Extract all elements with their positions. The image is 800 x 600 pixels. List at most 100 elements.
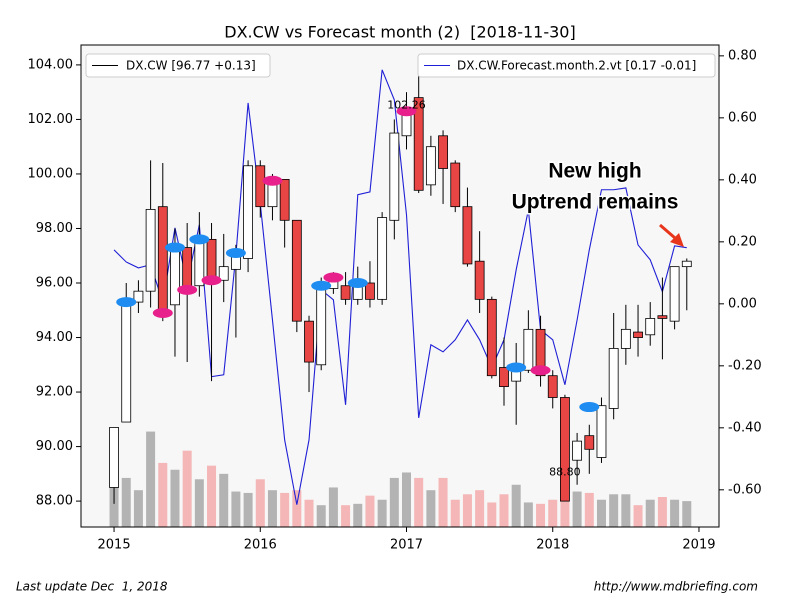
- candle-body: [121, 301, 132, 423]
- candle-body: [206, 238, 217, 281]
- signal-marker: [347, 278, 368, 289]
- volume-bar: [377, 499, 387, 527]
- volume-bar: [146, 431, 156, 527]
- candle-body: [596, 405, 607, 458]
- candle-body: [279, 179, 290, 221]
- y-tick-label: 102.00: [28, 112, 74, 127]
- volume-bar: [487, 502, 497, 527]
- signal-marker: [323, 272, 344, 283]
- volume-bar: [292, 490, 302, 527]
- volume-bar: [426, 490, 436, 527]
- volume-bar: [255, 479, 265, 527]
- x-tick-label: 2019: [682, 538, 715, 553]
- candle-body: [365, 282, 375, 300]
- volume-bar: [267, 490, 277, 527]
- candle-body: [547, 375, 558, 398]
- signal-marker: [530, 365, 551, 376]
- candle-body: [560, 397, 570, 502]
- candle-body: [243, 165, 253, 259]
- signal-marker: [189, 234, 210, 245]
- volume-bar: [365, 495, 375, 527]
- candle-body: [157, 206, 168, 311]
- candle-body: [608, 348, 619, 409]
- candle-body: [669, 266, 680, 322]
- candle-body: [401, 113, 412, 137]
- y-tick-label: 104.00: [28, 57, 74, 72]
- candle-body: [645, 318, 656, 336]
- candle-body: [657, 315, 668, 319]
- volume-bar: [341, 505, 351, 527]
- volume-bar: [621, 494, 631, 527]
- candle-body: [133, 290, 144, 303]
- footer-left: Last update Dec 1, 2018: [16, 580, 168, 594]
- signal-marker: [225, 248, 246, 259]
- legend-box: [417, 53, 716, 78]
- signal-marker: [506, 362, 527, 373]
- legend-box: [85, 53, 271, 78]
- volume-bar: [548, 499, 558, 527]
- signal-marker: [201, 275, 222, 286]
- candle-body: [413, 97, 424, 191]
- annotation-arrowhead: [670, 233, 684, 247]
- y-tick-label: 94.00: [36, 330, 73, 345]
- volume-bar: [194, 479, 204, 527]
- volume-bar: [328, 487, 338, 527]
- volume-bar: [560, 495, 570, 527]
- candle-body: [450, 162, 461, 208]
- signal-marker: [311, 280, 332, 291]
- chart-title: DX.CW vs Forecast month (2) [2018-11-30]: [224, 23, 575, 42]
- legend-label: DX.CW [96.77 +0.13]: [126, 59, 256, 73]
- volume-bar: [158, 462, 168, 527]
- volume-bar: [121, 477, 131, 527]
- candle-body: [535, 328, 546, 377]
- candle-body: [584, 435, 595, 450]
- candle-body: [572, 440, 583, 461]
- volume-bar: [536, 503, 546, 527]
- volume-bar: [207, 465, 217, 527]
- y-tick-label: 98.00: [36, 221, 73, 236]
- y2-tick-label: 0.20: [728, 234, 757, 249]
- volume-bar: [316, 505, 326, 527]
- y2-tick-label: -0.40: [728, 420, 762, 435]
- candle-body: [486, 298, 497, 377]
- y-tick-label: 92.00: [36, 385, 73, 400]
- annotation-arrow: [659, 223, 676, 240]
- forecast-line: [113, 69, 687, 505]
- footer-right: http://www.mdbriefing.com: [594, 580, 758, 594]
- volume-bar: [402, 472, 412, 527]
- volume-bar: [596, 499, 606, 527]
- y2-tick-label: 0.40: [728, 172, 757, 187]
- candle-body: [620, 328, 631, 349]
- plot-frame: [80, 44, 720, 528]
- candle-body: [681, 260, 692, 268]
- candle-body: [304, 320, 314, 363]
- candle-body: [109, 427, 119, 488]
- candle-body: [340, 285, 351, 300]
- volume-bar: [682, 501, 692, 527]
- x-tick-label: 2017: [390, 538, 423, 553]
- annotation: New high: [548, 160, 641, 183]
- volume-bar: [304, 499, 314, 527]
- y-tick-label: 90.00: [36, 439, 73, 454]
- signal-marker: [177, 284, 198, 295]
- candle-body: [523, 328, 534, 371]
- volume-bar: [645, 499, 655, 527]
- candle-body: [182, 247, 193, 289]
- candle-body: [438, 135, 448, 169]
- y-tick-label: 96.00: [36, 276, 73, 291]
- point-label: 102.26: [387, 98, 426, 111]
- y2-tick-label: 0.80: [728, 48, 757, 63]
- volume-bar: [389, 477, 399, 527]
- volume-bar: [438, 477, 448, 527]
- volume-bar: [243, 492, 253, 527]
- signal-marker: [396, 106, 417, 117]
- y-tick-label: 88.00: [36, 494, 73, 509]
- candle-body: [377, 217, 388, 300]
- volume-bar: [353, 503, 363, 527]
- volume-bar: [462, 494, 472, 527]
- legend-label: DX.CW.Forecast.month.2.vt [0.17 -0.01]: [457, 59, 696, 73]
- signal-marker: [116, 297, 137, 308]
- volume-bar: [182, 450, 192, 527]
- volume-bar: [475, 490, 485, 527]
